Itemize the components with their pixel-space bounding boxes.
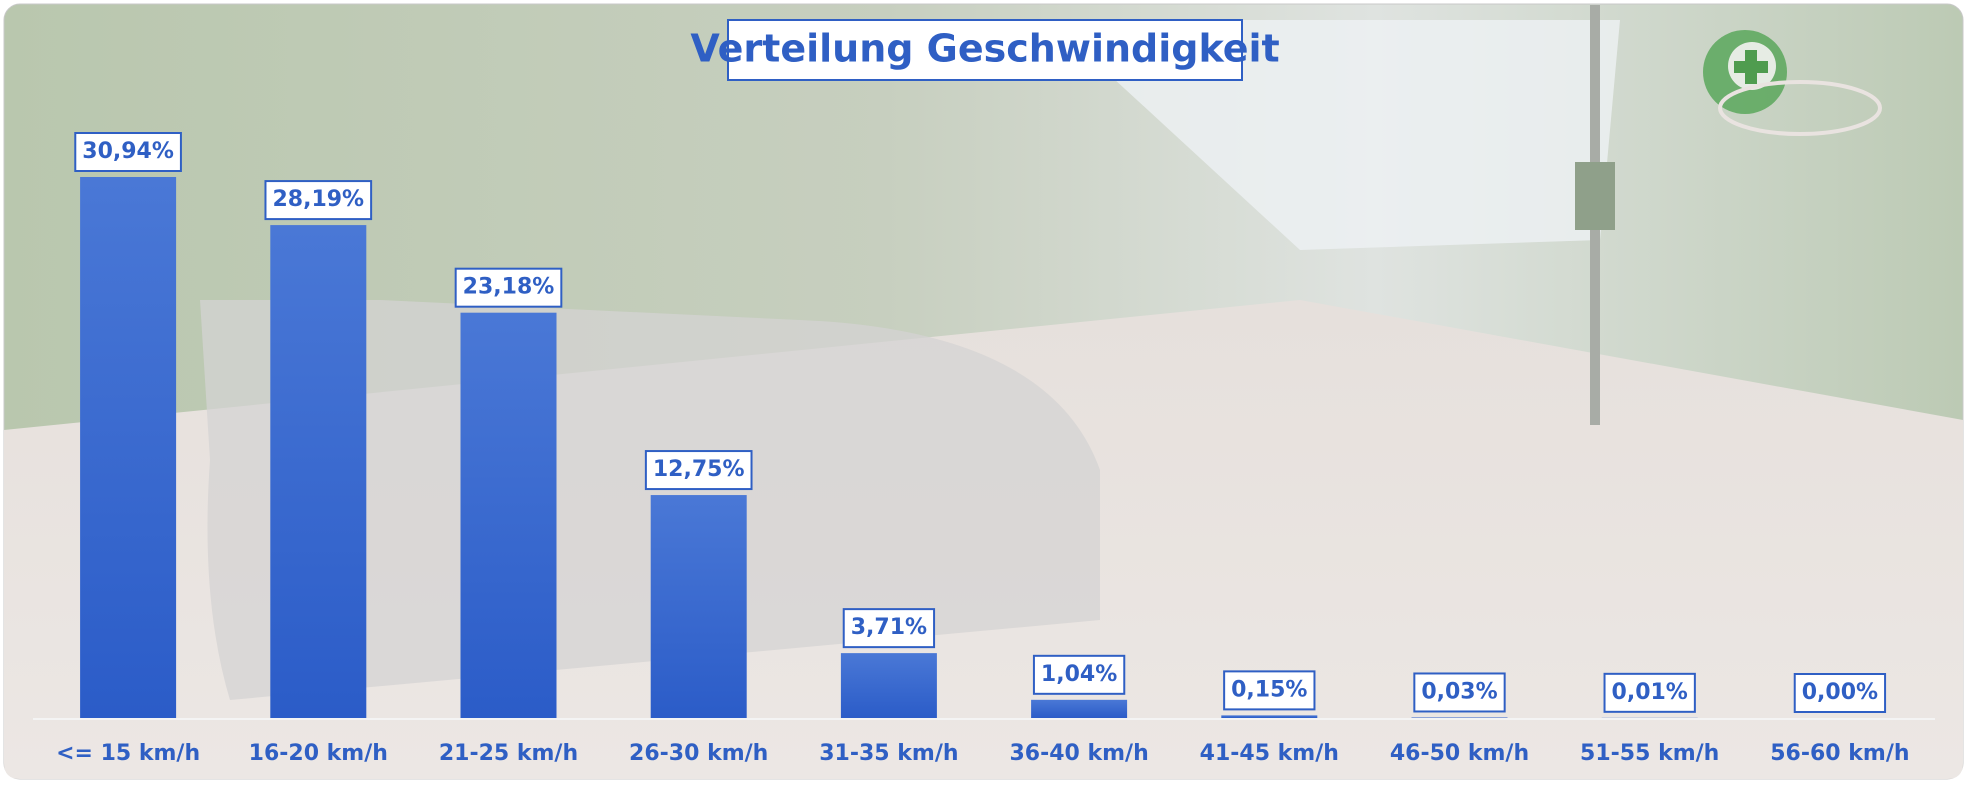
bar <box>1221 715 1317 718</box>
x-tick-label: 31-35 km/h <box>819 741 958 766</box>
x-tick-label: 36-40 km/h <box>1009 741 1148 766</box>
chart-title: Verteilung Geschwindigkeit <box>690 27 1279 71</box>
bar <box>651 495 747 718</box>
value-label: 3,71% <box>851 615 927 640</box>
x-tick-label: <= 15 km/h <box>56 741 200 766</box>
value-label: 1,04% <box>1041 662 1117 687</box>
bar <box>841 653 937 718</box>
value-label: 0,15% <box>1231 677 1307 702</box>
x-tick-label: 41-45 km/h <box>1200 741 1339 766</box>
bar <box>1412 717 1508 718</box>
value-label: 12,75% <box>653 457 745 482</box>
bar <box>80 177 176 718</box>
chart: Verteilung Geschwindigkeit <= 15 km/h 30,… <box>0 0 1967 783</box>
x-tick-label: 51-55 km/h <box>1580 741 1719 766</box>
x-tick-label: 56-60 km/h <box>1770 741 1909 766</box>
bar <box>1031 700 1127 718</box>
x-tick-label: 46-50 km/h <box>1390 741 1529 766</box>
bar <box>461 313 557 718</box>
x-tick-label: 26-30 km/h <box>629 741 768 766</box>
value-label: 0,01% <box>1612 680 1688 705</box>
value-label: 30,94% <box>82 139 174 164</box>
bar <box>270 225 366 718</box>
value-label: 0,00% <box>1802 680 1878 705</box>
x-tick-label: 16-20 km/h <box>249 741 388 766</box>
sign <box>1575 162 1615 230</box>
x-tick-label: 21-25 km/h <box>439 741 578 766</box>
value-label: 0,03% <box>1421 679 1497 704</box>
page: Verteilung Geschwindigkeit <= 15 km/h 30,… <box>0 0 1967 783</box>
value-label: 28,19% <box>272 187 364 212</box>
value-label: 23,18% <box>463 275 555 300</box>
